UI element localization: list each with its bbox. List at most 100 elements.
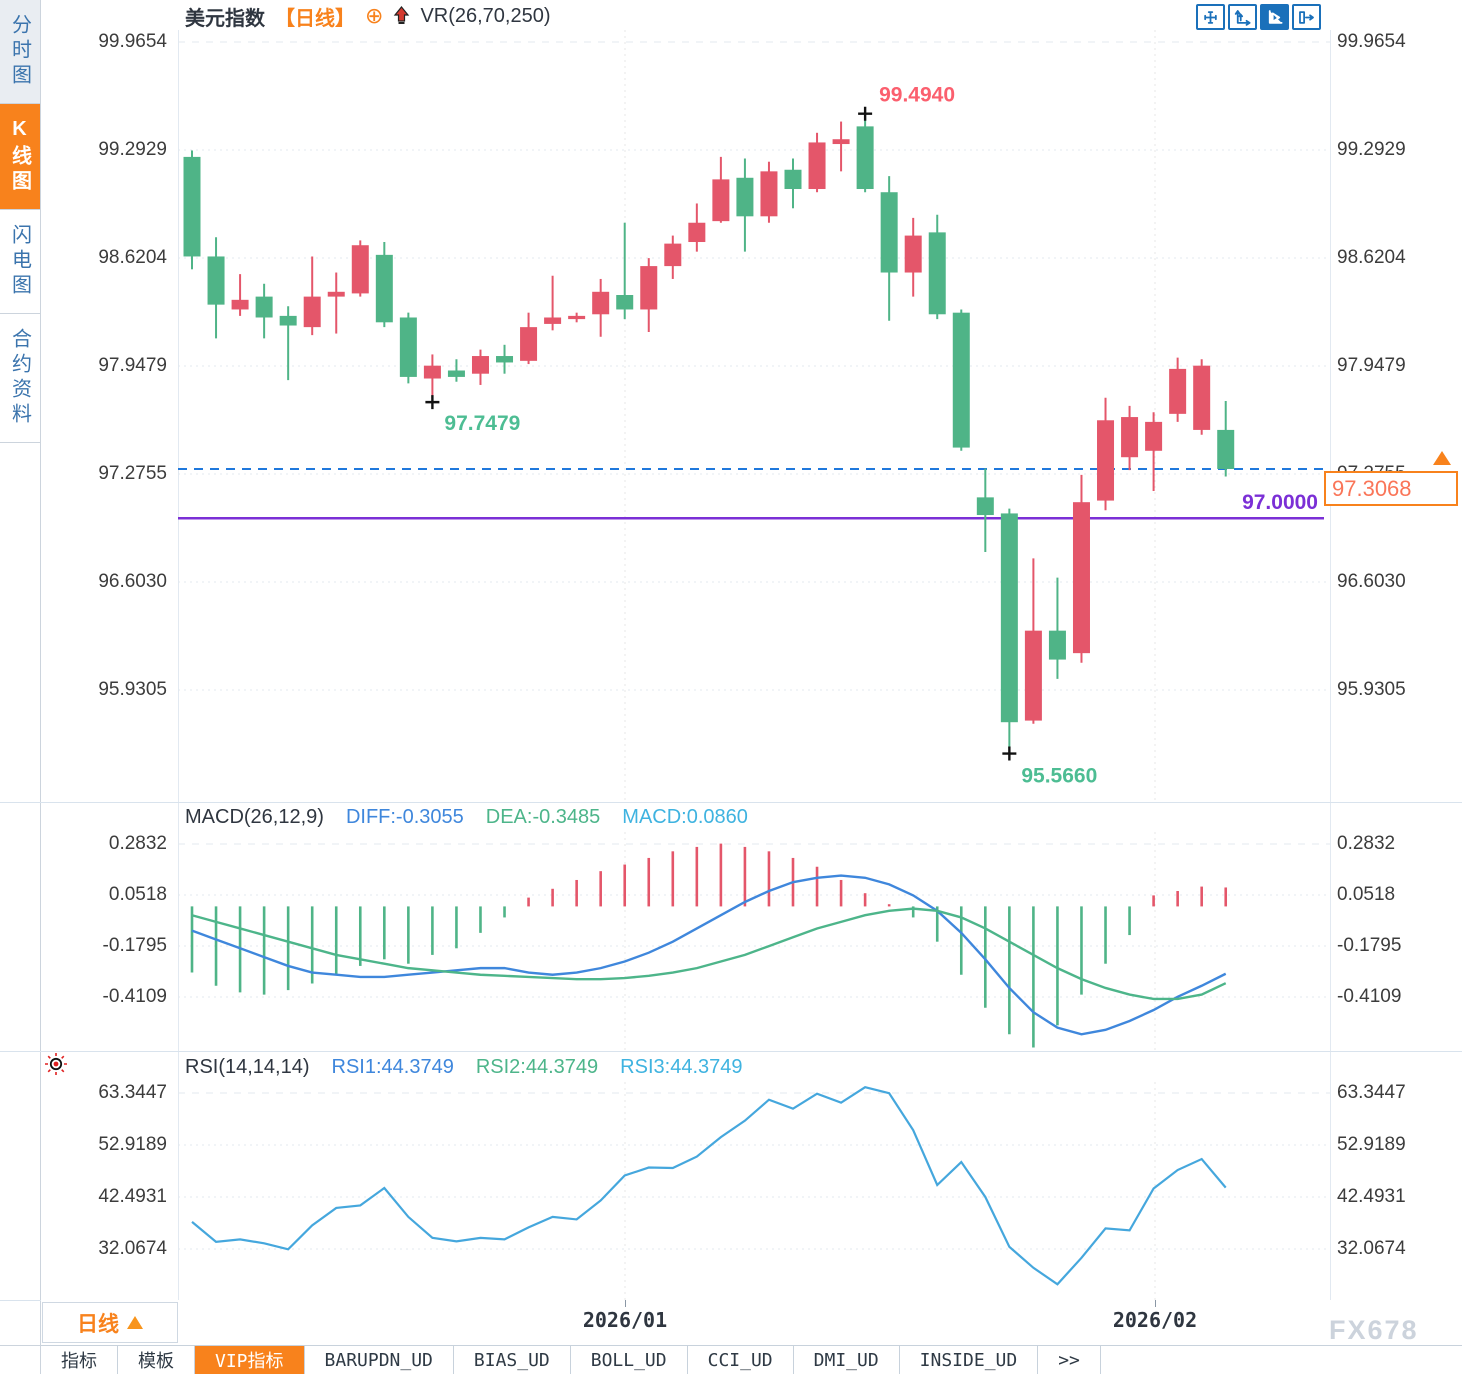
bottom-tab-bar: 指标 模板 VIP指标 BARUPDN_UD BIAS_UD BOLL_UD CCI_UD D…	[41, 1345, 1462, 1374]
candles-layer	[183, 117, 1235, 749]
up-arrow-icon	[393, 6, 410, 26]
price-annotation: 97.7479	[444, 412, 520, 435]
bottom-tab-inside-ud[interactable]: INSIDE_UD	[900, 1346, 1039, 1374]
extreme-marker-cross	[425, 395, 440, 410]
chart-header: 美元指数 【日线】 ⊕ VR(26,70,250)	[185, 2, 551, 30]
triangle-up-icon	[127, 1316, 143, 1329]
axis-tick-label: 63.3447	[98, 1082, 167, 1103]
sidebar-item-flash-chart[interactable]: 闪电图	[0, 210, 40, 314]
sidebar-item-time-share-chart[interactable]: 分时图	[0, 0, 40, 104]
axis-tick-label: 52.9189	[98, 1134, 167, 1155]
axis-tick-label: -0.1795	[102, 935, 167, 956]
axis-tick-label: 99.9654	[98, 31, 167, 52]
macd-diff-line	[191, 874, 1227, 1036]
axis-play-icon[interactable]	[1260, 4, 1289, 30]
plot-right-border	[1330, 30, 1331, 1300]
axis-tick-label: 99.9654	[1337, 31, 1406, 52]
bottom-tab-barupdn-ud[interactable]: BARUPDN_UD	[305, 1346, 454, 1374]
sidebar: 分时图 K线图 闪电图 合约资料	[0, 0, 41, 1374]
axis-tick-label: 0.0518	[108, 884, 167, 905]
bottom-tab-boll-ud[interactable]: BOLL_UD	[571, 1346, 688, 1374]
period-selector-button[interactable]: 日线	[42, 1302, 178, 1343]
symbol-title: 美元指数	[185, 7, 265, 30]
panel-separator-2	[0, 1051, 1462, 1052]
x-axis-tick	[1155, 1300, 1156, 1307]
sidebar-item-kline-chart[interactable]: K线图	[0, 104, 40, 210]
x-axis-date-label: 2026/01	[582, 1308, 668, 1332]
rsi-canvas[interactable]	[178, 1082, 1330, 1300]
axis-tick-label: 0.2832	[108, 833, 167, 854]
bottom-tab-indicators[interactable]: 指标	[41, 1346, 118, 1374]
rsi2-value: RSI2:44.3749	[475, 1056, 599, 1078]
axis-tick-label: -0.1795	[1337, 935, 1402, 956]
shift-right-icon[interactable]	[1292, 4, 1321, 30]
axis-tick-label: 42.4931	[1337, 1186, 1406, 1207]
bottom-tab-more[interactable]: >>	[1038, 1346, 1101, 1374]
rsi3-value: RSI3:44.3749	[620, 1056, 743, 1078]
add-indicator-icon[interactable]: ⊕	[365, 3, 384, 28]
price-annotation: 97.0000	[1242, 491, 1318, 514]
panel-separator-1	[0, 802, 1462, 803]
macd-canvas[interactable]	[178, 832, 1330, 1050]
axis-tick-label: 0.0518	[1337, 884, 1396, 905]
current-price-box: 97.3068	[1324, 471, 1458, 506]
price-annotation: 95.5660	[1021, 765, 1097, 788]
axis-tick-label: 32.0674	[1337, 1238, 1406, 1259]
bottom-tab-dmi-ud[interactable]: DMI_UD	[794, 1346, 900, 1374]
axis-tick-label: 42.4931	[98, 1186, 167, 1207]
sidebar-item-contract-info[interactable]: 合约资料	[0, 314, 40, 443]
macd-histogram	[190, 843, 1228, 1048]
right-axis-labels: 99.965499.292998.620497.947997.275596.60…	[1335, 0, 1462, 1374]
period-tag[interactable]: 【日线】	[275, 7, 355, 30]
bottom-tab-bias-ud[interactable]: BIAS_UD	[454, 1346, 571, 1374]
axis-scale-icon[interactable]	[1228, 4, 1257, 30]
x-axis-row: 日线 2026/01 2026/02 FX678	[41, 1300, 1462, 1345]
plot-left-border	[178, 30, 179, 1300]
axis-tick-label: 97.2755	[98, 463, 167, 484]
rsi-title[interactable]: RSI(14,14,14)	[185, 1056, 310, 1078]
current-price-value: 97.3068	[1332, 476, 1412, 501]
price-up-arrow-icon	[1433, 451, 1451, 465]
bottom-tab-cci-ud[interactable]: CCI_UD	[688, 1346, 794, 1374]
rsi-line	[191, 1086, 1227, 1286]
extreme-marker-cross	[858, 106, 873, 121]
macd-title[interactable]: MACD(26,12,9)	[185, 806, 324, 828]
sidebar-footer-cell	[0, 1300, 40, 1345]
axis-tick-label: 95.9305	[1337, 679, 1406, 700]
macd-dea-value: DEA:-0.3485	[485, 806, 601, 828]
axis-tick-label: 98.6204	[1337, 247, 1406, 268]
rsi-header: RSI(14,14,14) RSI1:44.3749 RSI2:44.3749 …	[185, 1056, 743, 1079]
price-annotation: 99.4940	[879, 84, 955, 107]
axis-tick-label: 99.2929	[1337, 139, 1406, 160]
x-axis-tick	[625, 1300, 626, 1307]
left-axis-labels: 99.9654 99.2929 98.6204 97.9479 97.2755 96.60…	[41, 0, 173, 1374]
axis-tick-label: 96.6030	[1337, 571, 1406, 592]
watermark: FX678	[1329, 1315, 1419, 1345]
extreme-marker-cross	[1002, 746, 1017, 761]
axis-tick-label: -0.4109	[1337, 986, 1402, 1007]
overlay-indicator-label[interactable]: VR(26,70,250)	[420, 4, 551, 27]
axis-tick-label: 97.9479	[98, 355, 167, 376]
period-selector-label: 日线	[77, 1312, 119, 1336]
axis-tick-label: 96.6030	[98, 571, 167, 592]
x-axis-date-label: 2026/02	[1112, 1308, 1198, 1332]
axis-tick-label: 98.6204	[98, 247, 167, 268]
macd-macd-value: MACD:0.0860	[622, 806, 748, 828]
chart-toolbar	[1196, 4, 1321, 30]
axis-tick-label: 0.2832	[1337, 833, 1396, 854]
bottom-tab-templates[interactable]: 模板	[118, 1346, 195, 1374]
sidebar-tabs: 分时图 K线图 闪电图 合约资料	[0, 0, 40, 443]
axis-tick-label: 63.3447	[1337, 1082, 1406, 1103]
pan-crosshair-icon[interactable]	[1196, 4, 1225, 30]
axis-tick-label: 95.9305	[98, 679, 167, 700]
sidebar-footer-cell-2	[0, 1345, 40, 1374]
axis-tick-label: 32.0674	[98, 1238, 167, 1259]
rsi-marker-icon[interactable]	[44, 1052, 68, 1081]
axis-tick-label: -0.4109	[102, 986, 167, 1007]
bottom-tab-vip-indicators[interactable]: VIP指标	[195, 1346, 305, 1374]
macd-dea-line	[191, 907, 1227, 1001]
axis-tick-label: 52.9189	[1337, 1134, 1406, 1155]
main-chart-canvas[interactable]: 99.4940 97.7479 95.5660 97.0000	[178, 30, 1330, 800]
axis-tick-label: 99.2929	[98, 139, 167, 160]
